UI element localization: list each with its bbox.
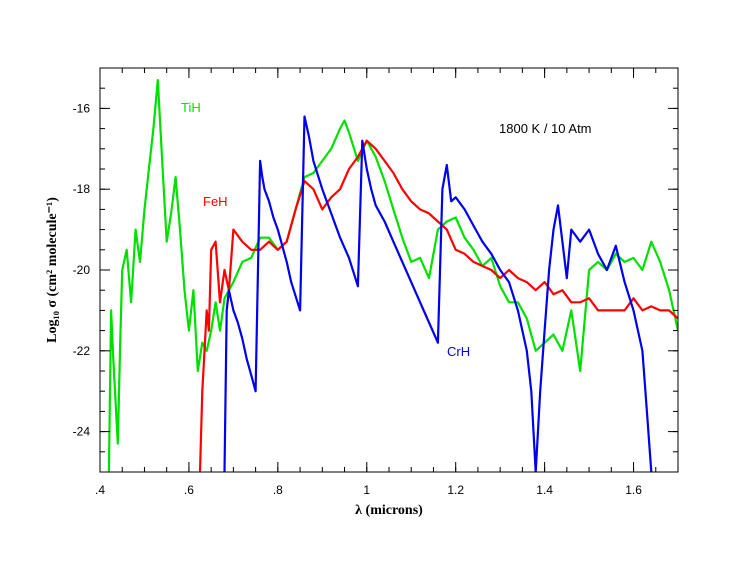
x-tick-label: 1.6 xyxy=(625,483,642,497)
y-tick-label: -24 xyxy=(73,425,91,439)
series-line-feh xyxy=(198,139,678,472)
y-tick-label: -18 xyxy=(73,182,91,196)
series-label-feh: FeH xyxy=(203,194,228,209)
series-label-crh: CrH xyxy=(447,344,470,359)
x-axis-title: λ (microns) xyxy=(355,503,423,518)
x-tick-label: 1.4 xyxy=(536,483,553,497)
y-tick-label: -22 xyxy=(73,344,91,358)
y-tick-label: -20 xyxy=(73,263,91,277)
x-tick-label: .4 xyxy=(95,483,105,497)
x-tick-label: .6 xyxy=(184,483,194,497)
series-line-tih xyxy=(107,79,678,472)
series-labels: TiH FeH CrH xyxy=(181,100,470,359)
x-tick-label: 1 xyxy=(363,483,370,497)
y-axis-title: Log₁₀ σ (cm² molecule⁻¹) xyxy=(45,197,60,343)
x-tick-label: .8 xyxy=(273,483,283,497)
condition-annotation: 1800 K / 10 Atm xyxy=(499,121,592,136)
ticks-layer: .4 .6 .8 1 1.2 1.4 1.6 -24 -22 -20 -18 -16 xyxy=(73,67,679,497)
series-label-tih: TiH xyxy=(181,100,201,115)
series-line-crh xyxy=(223,115,653,472)
y-tick-label: -16 xyxy=(73,101,91,115)
x-tick-label: 1.2 xyxy=(447,483,464,497)
series-layer xyxy=(107,79,678,472)
